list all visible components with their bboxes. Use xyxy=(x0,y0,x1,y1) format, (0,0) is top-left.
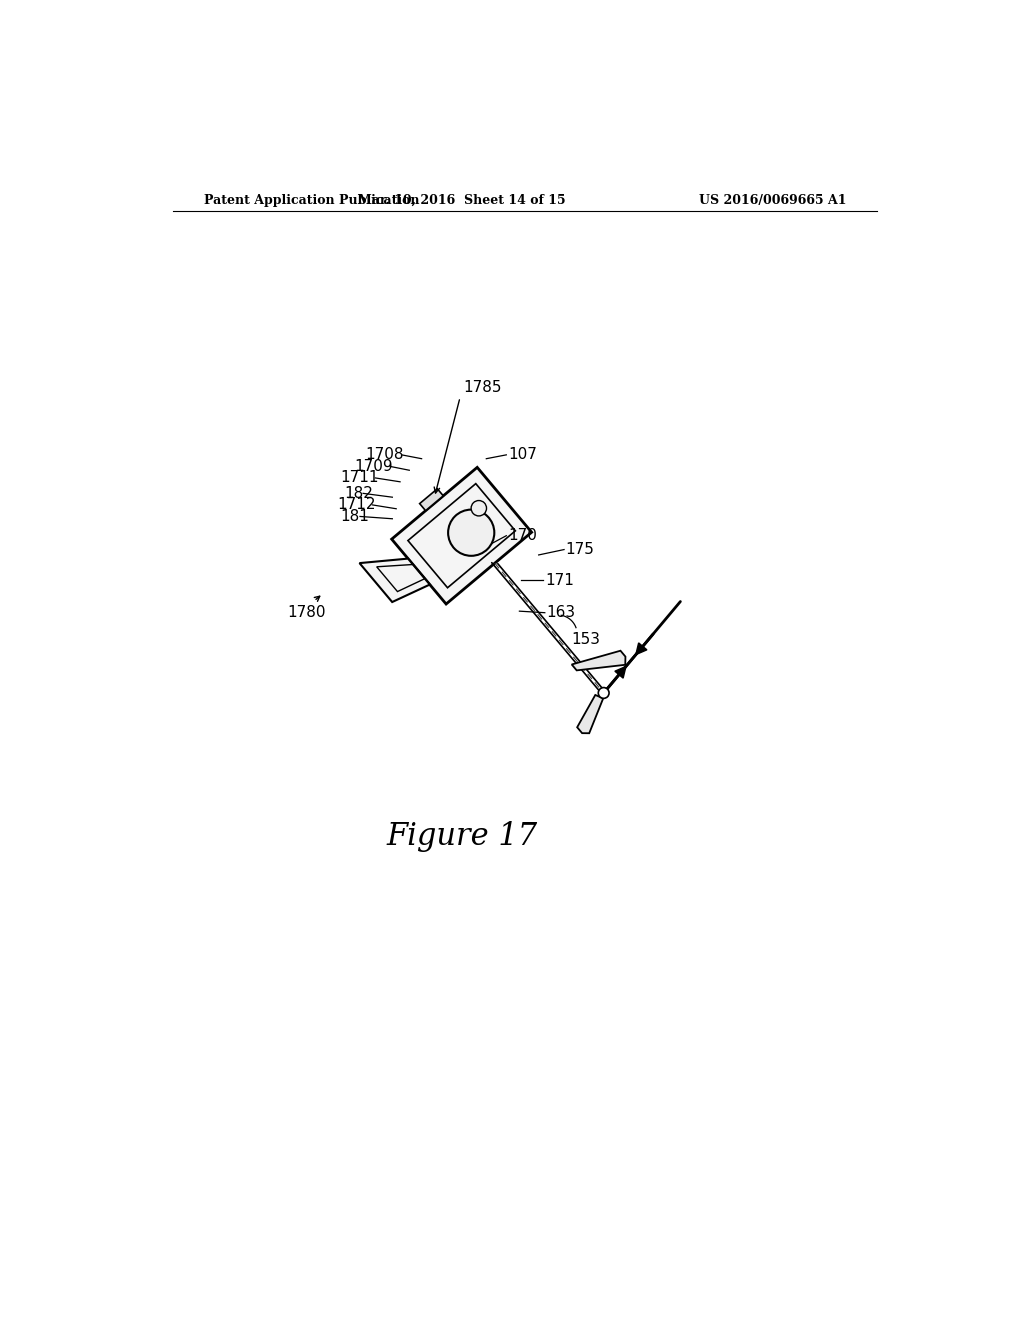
Text: Mar. 10, 2016  Sheet 14 of 15: Mar. 10, 2016 Sheet 14 of 15 xyxy=(357,194,565,207)
Circle shape xyxy=(598,688,609,698)
Text: US 2016/0069665 A1: US 2016/0069665 A1 xyxy=(699,194,847,207)
Text: 182: 182 xyxy=(345,486,374,500)
Text: 171: 171 xyxy=(545,573,573,587)
Text: 170: 170 xyxy=(508,528,537,544)
Polygon shape xyxy=(391,467,531,605)
Polygon shape xyxy=(571,651,626,671)
Text: 181: 181 xyxy=(340,510,369,524)
Text: 1712: 1712 xyxy=(337,498,376,512)
Polygon shape xyxy=(614,667,626,678)
Circle shape xyxy=(471,500,486,516)
Polygon shape xyxy=(420,488,443,511)
Text: 153: 153 xyxy=(571,632,600,647)
Polygon shape xyxy=(578,694,603,733)
Text: 1708: 1708 xyxy=(366,447,403,462)
Text: 107: 107 xyxy=(508,447,537,462)
Text: 163: 163 xyxy=(547,605,575,620)
Text: 1780: 1780 xyxy=(287,605,326,620)
Polygon shape xyxy=(359,558,430,602)
Text: Patent Application Publication: Patent Application Publication xyxy=(204,194,419,207)
Text: Figure 17: Figure 17 xyxy=(386,821,538,851)
Text: 175: 175 xyxy=(565,543,595,557)
Polygon shape xyxy=(636,643,647,655)
Circle shape xyxy=(449,510,495,556)
Text: 1709: 1709 xyxy=(354,459,392,474)
Text: 1785: 1785 xyxy=(463,380,502,396)
Text: 1711: 1711 xyxy=(340,470,379,486)
